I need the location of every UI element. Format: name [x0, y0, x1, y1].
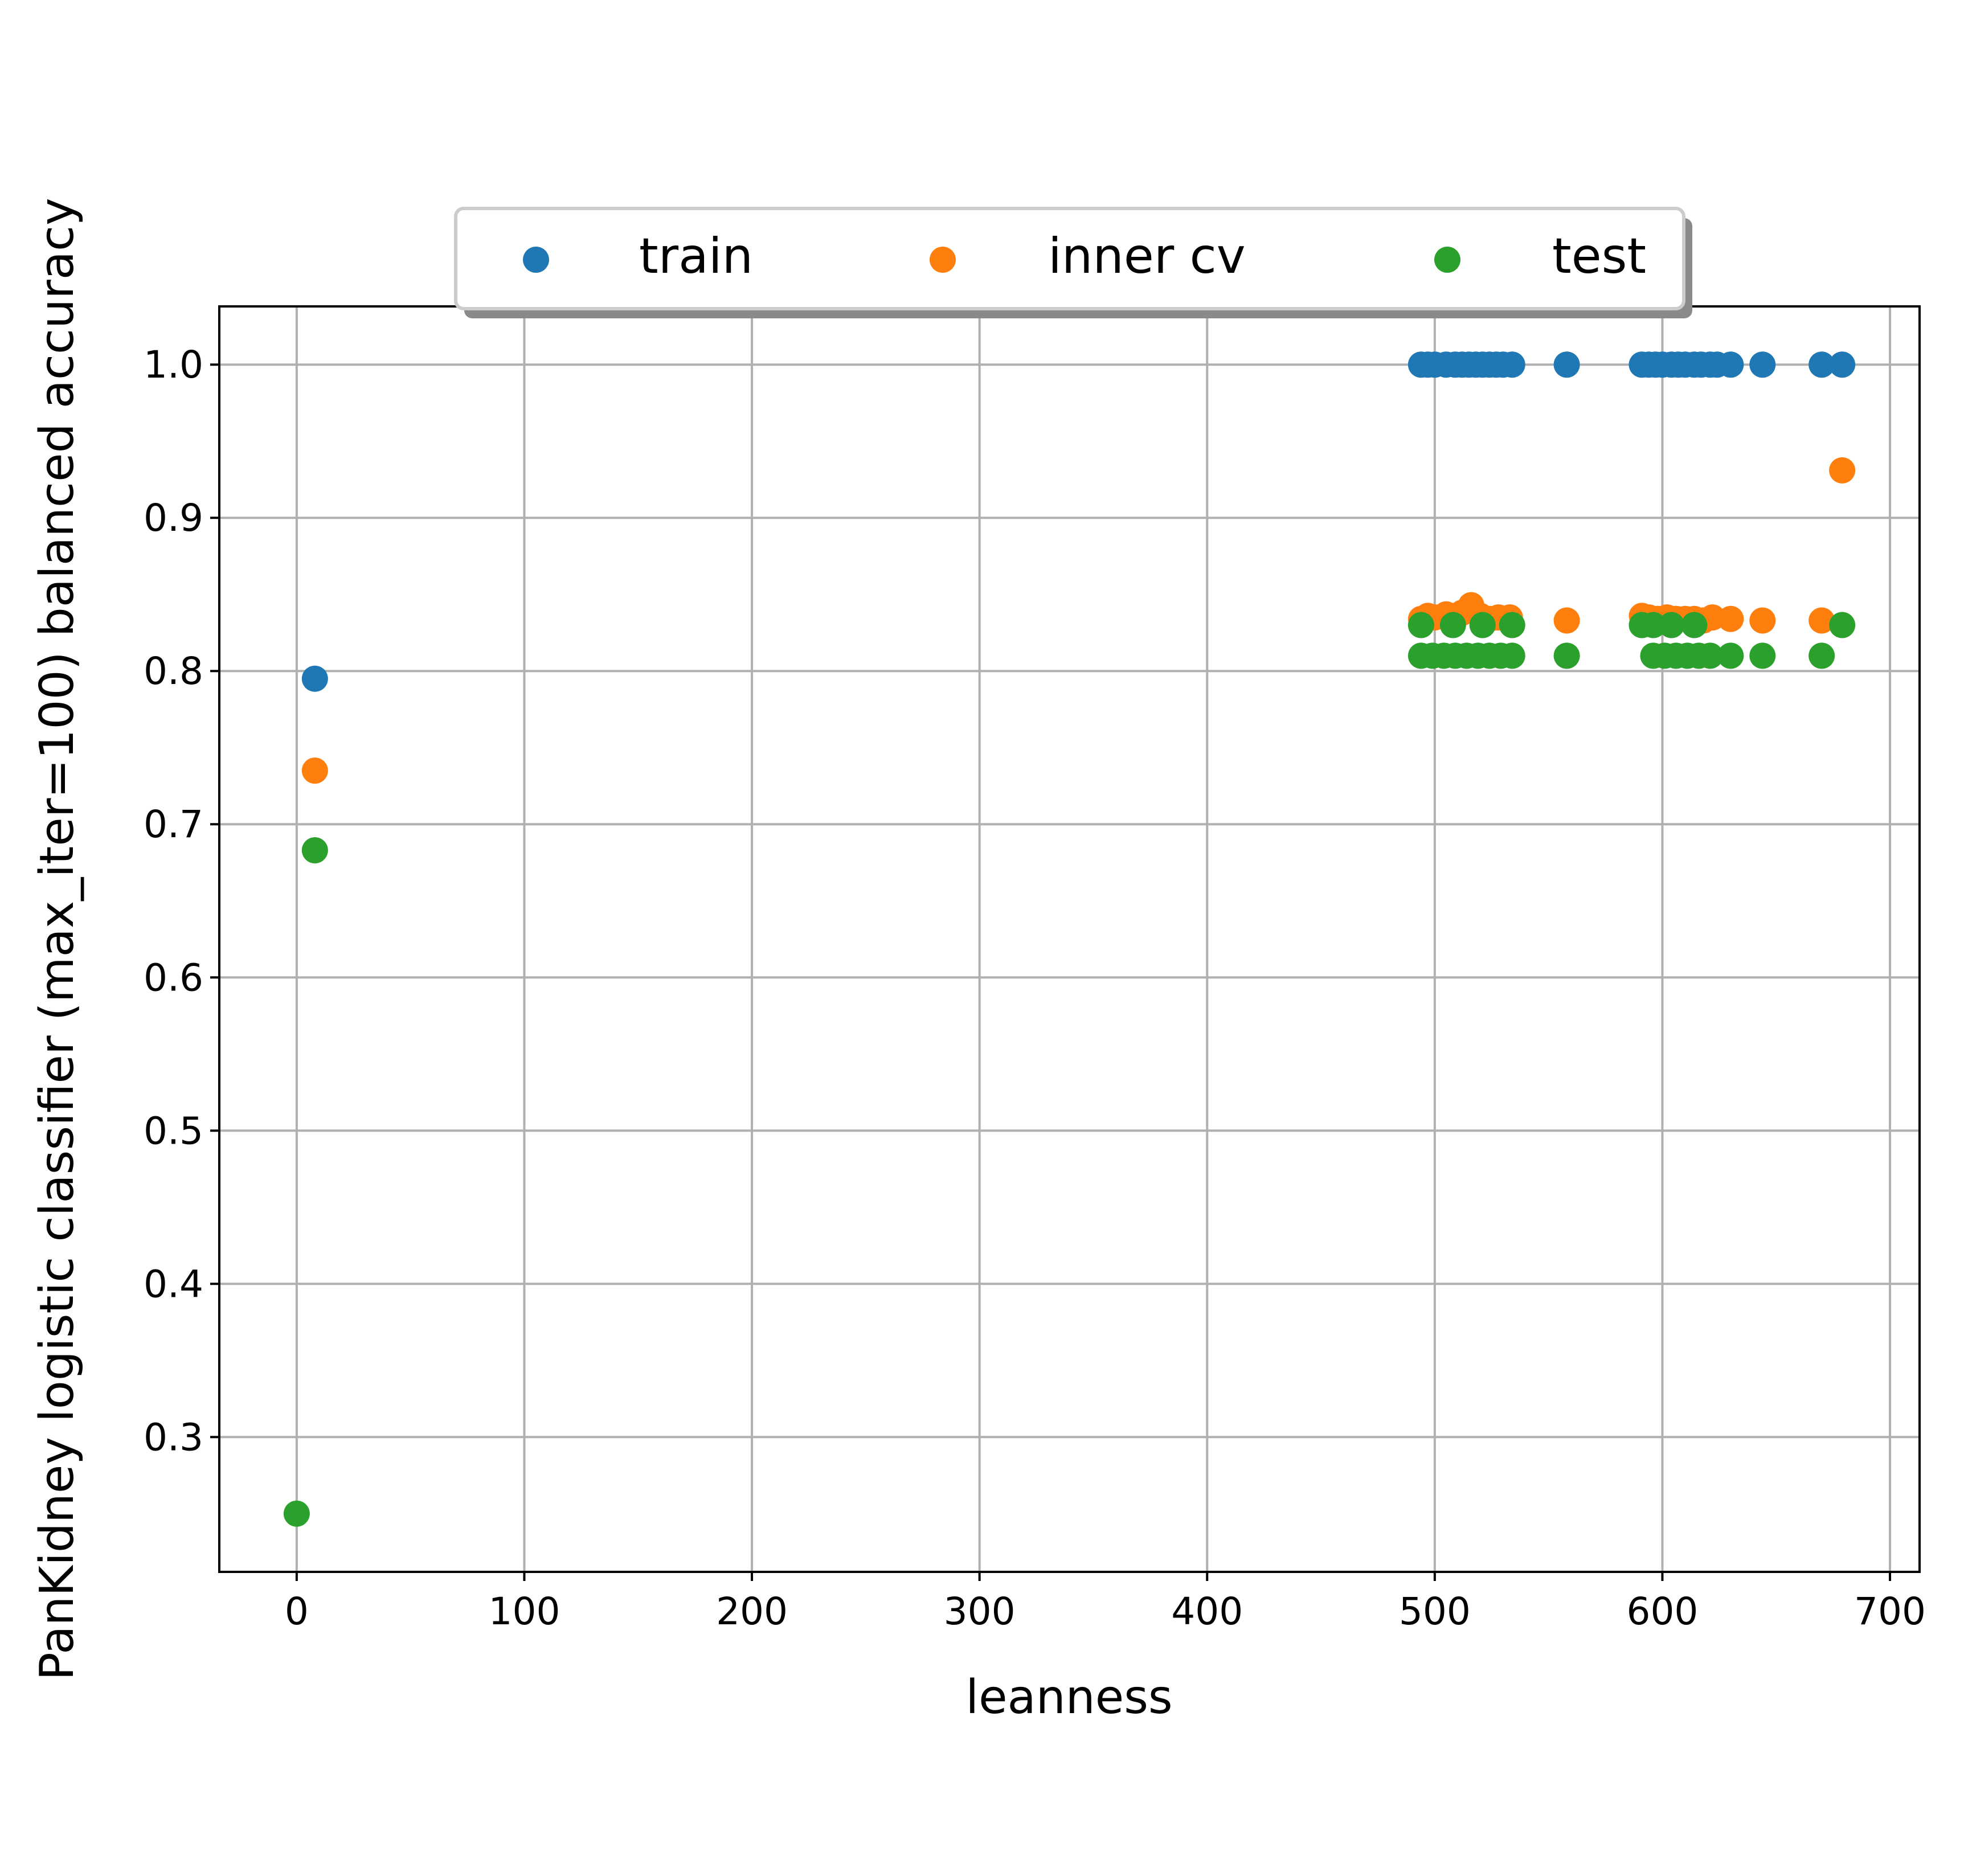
y-tick-label: 0.3 [144, 1415, 203, 1459]
grid [219, 306, 1920, 1572]
y-tick-label: 0.8 [144, 649, 203, 693]
point-test [1697, 642, 1724, 669]
x-tick-label: 0 [285, 1590, 309, 1633]
legend-label-test: test [1552, 228, 1646, 285]
point-test [283, 1500, 310, 1527]
point-test [1829, 612, 1856, 638]
point-test [1808, 642, 1835, 669]
point-test [1640, 612, 1667, 638]
point-test [1407, 612, 1434, 638]
legend-label-inner-cv: inner cv [1048, 228, 1246, 285]
point-inner-cv [1717, 605, 1744, 632]
point-inner-cv [1749, 607, 1776, 634]
point-test [1681, 612, 1708, 638]
x-tick-label: 200 [716, 1590, 788, 1633]
x-tick-label: 100 [488, 1590, 560, 1633]
legend-marker-test [1434, 247, 1460, 273]
x-tick-label: 300 [944, 1590, 1016, 1633]
x-tick-label: 600 [1626, 1590, 1698, 1633]
y-tick-label: 1.0 [144, 343, 203, 387]
point-test [1749, 642, 1776, 669]
x-axis-label: leanness [965, 1670, 1172, 1725]
point-inner-cv [1808, 607, 1835, 634]
point-test [1499, 642, 1525, 669]
point-test [1439, 612, 1466, 638]
legend-box [454, 207, 1685, 310]
y-tick-label: 0.7 [144, 802, 203, 846]
x-tick-label: 700 [1854, 1590, 1926, 1633]
point-train [1717, 351, 1744, 378]
y-tick-label: 0.6 [144, 956, 203, 1000]
legend: train inner cv test [454, 207, 1692, 318]
point-test [1717, 642, 1744, 669]
point-train [1829, 351, 1856, 378]
point-test [1658, 612, 1685, 638]
point-train [1499, 351, 1525, 378]
point-test [301, 837, 328, 863]
point-test [1553, 642, 1580, 669]
point-test [1469, 612, 1496, 638]
x-tick-label: 400 [1171, 1590, 1243, 1633]
point-inner-cv [1553, 607, 1580, 634]
axis-ticks: 0 100 200 300 400 500 600 700 0.3 0.4 0.5 0.6 0.7 0.8… [144, 343, 1926, 1633]
point-train [301, 665, 328, 692]
legend-marker-inner-cv [930, 247, 956, 273]
data-points [283, 351, 1856, 1527]
point-train [1808, 351, 1835, 378]
x-tick-label: 500 [1399, 1590, 1471, 1633]
y-tick-label: 0.4 [144, 1262, 203, 1306]
legend-label-train: train [639, 228, 753, 285]
point-train [1553, 351, 1580, 378]
point-inner-cv [1829, 457, 1856, 484]
point-test [1499, 612, 1525, 638]
y-tick-label: 0.5 [144, 1109, 203, 1153]
legend-marker-train [523, 247, 549, 273]
y-axis-label: PanKidney logistic classifier (max_iter=… [30, 198, 84, 1680]
y-tick-label: 0.9 [144, 496, 203, 540]
point-inner-cv [301, 757, 328, 784]
point-train [1749, 351, 1776, 378]
